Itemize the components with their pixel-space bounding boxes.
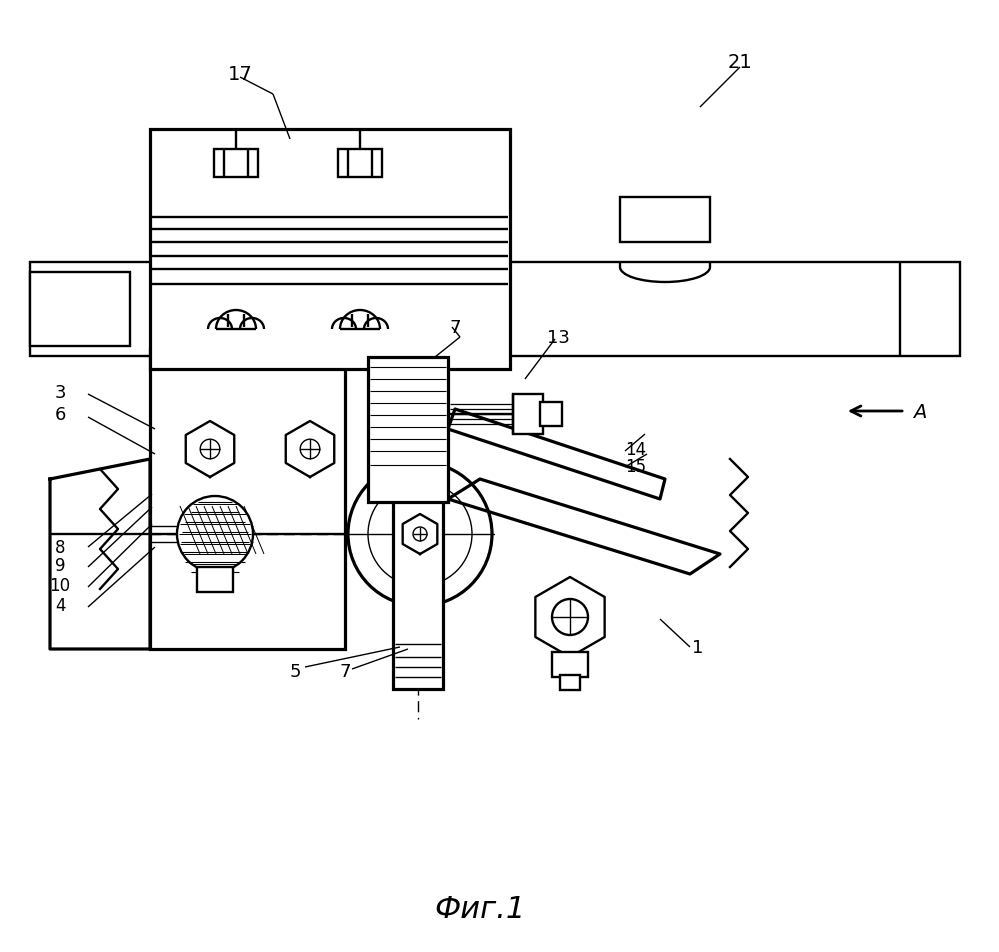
Bar: [513, 394, 543, 434]
Text: 1: 1: [692, 639, 703, 656]
Circle shape: [413, 527, 427, 542]
Text: 21: 21: [727, 52, 752, 71]
Bar: [30, 263, 960, 357]
Bar: [368, 358, 448, 503]
Bar: [30, 272, 130, 347]
Text: 5: 5: [290, 663, 301, 681]
Text: 10: 10: [49, 576, 71, 594]
Text: 8: 8: [55, 539, 65, 556]
Text: Фиг.1: Фиг.1: [435, 895, 525, 923]
Circle shape: [200, 440, 220, 459]
Text: 6: 6: [54, 406, 66, 424]
Circle shape: [301, 440, 320, 459]
Circle shape: [368, 483, 472, 586]
Polygon shape: [50, 460, 150, 649]
Circle shape: [552, 600, 588, 635]
Text: 3: 3: [54, 384, 66, 402]
Bar: [540, 403, 562, 426]
Text: 7: 7: [450, 319, 461, 337]
Bar: [560, 675, 580, 690]
Polygon shape: [448, 409, 665, 500]
Text: 17: 17: [228, 66, 253, 85]
Text: 4: 4: [55, 596, 65, 614]
Text: 7: 7: [340, 663, 351, 681]
Bar: [552, 652, 588, 677]
Bar: [393, 489, 443, 689]
Bar: [214, 149, 258, 178]
Bar: [150, 129, 510, 369]
Text: 13: 13: [546, 328, 569, 347]
Text: 15: 15: [625, 458, 646, 475]
Bar: [405, 432, 435, 463]
Bar: [338, 149, 382, 178]
Bar: [620, 198, 710, 243]
Circle shape: [348, 463, 492, 606]
Text: 9: 9: [55, 556, 65, 574]
Text: 14: 14: [625, 441, 646, 459]
Bar: [150, 349, 345, 649]
Polygon shape: [448, 480, 720, 574]
Text: А: А: [913, 402, 927, 421]
Bar: [197, 567, 233, 592]
Circle shape: [177, 497, 253, 572]
Bar: [405, 606, 435, 642]
